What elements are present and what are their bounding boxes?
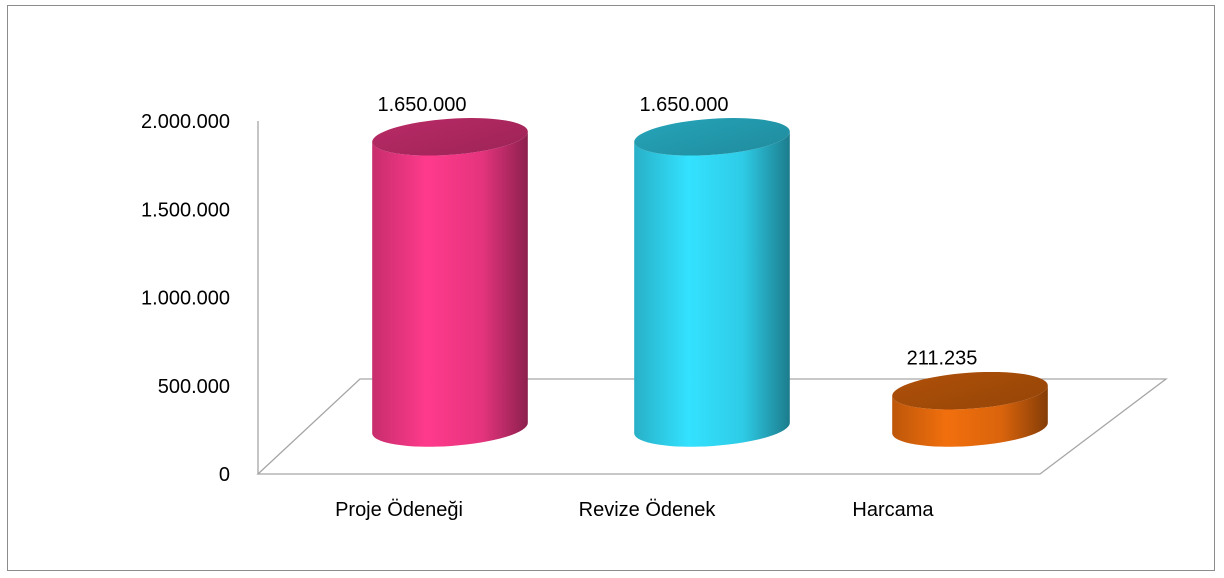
bar-2: [634, 118, 790, 447]
data-labels: 1.650.000 1.650.000 211.235: [378, 94, 978, 370]
x-tick-label: Revize Ödenek: [579, 499, 717, 521]
floor-plane: [256, 378, 1168, 475]
y-tick-label: 1.000.000: [141, 288, 230, 310]
y-tick-label: 500.000: [158, 376, 230, 398]
y-tick-label: 1.500.000: [141, 199, 230, 221]
bar-1: [372, 118, 528, 447]
x-tick-label: Harcama: [852, 499, 934, 521]
bar-body: [892, 385, 1048, 447]
bar-body: [634, 131, 790, 447]
y-tick-label: 2.000.000: [141, 111, 230, 133]
data-label: 1.650.000: [640, 94, 729, 116]
chart-floor: [256, 378, 1168, 475]
chart-frame: [7, 5, 1215, 571]
value-axis: 0 500.000 1.000.000 1.500.000 2.000.000: [141, 111, 259, 486]
category-axis: Proje Ödeneği Revize Ödenek Harcama: [335, 499, 934, 521]
data-label: 1.650.000: [378, 94, 467, 116]
bar-series: [372, 118, 1048, 447]
y-tick-label: 0: [219, 464, 230, 486]
bar-top: [372, 118, 528, 156]
bar-top: [892, 371, 1048, 410]
bar-3: [892, 371, 1048, 447]
bar-top: [634, 118, 790, 156]
data-label: 211.235: [907, 348, 978, 370]
bar-body: [372, 131, 528, 447]
x-tick-label: Proje Ödeneği: [335, 499, 463, 521]
